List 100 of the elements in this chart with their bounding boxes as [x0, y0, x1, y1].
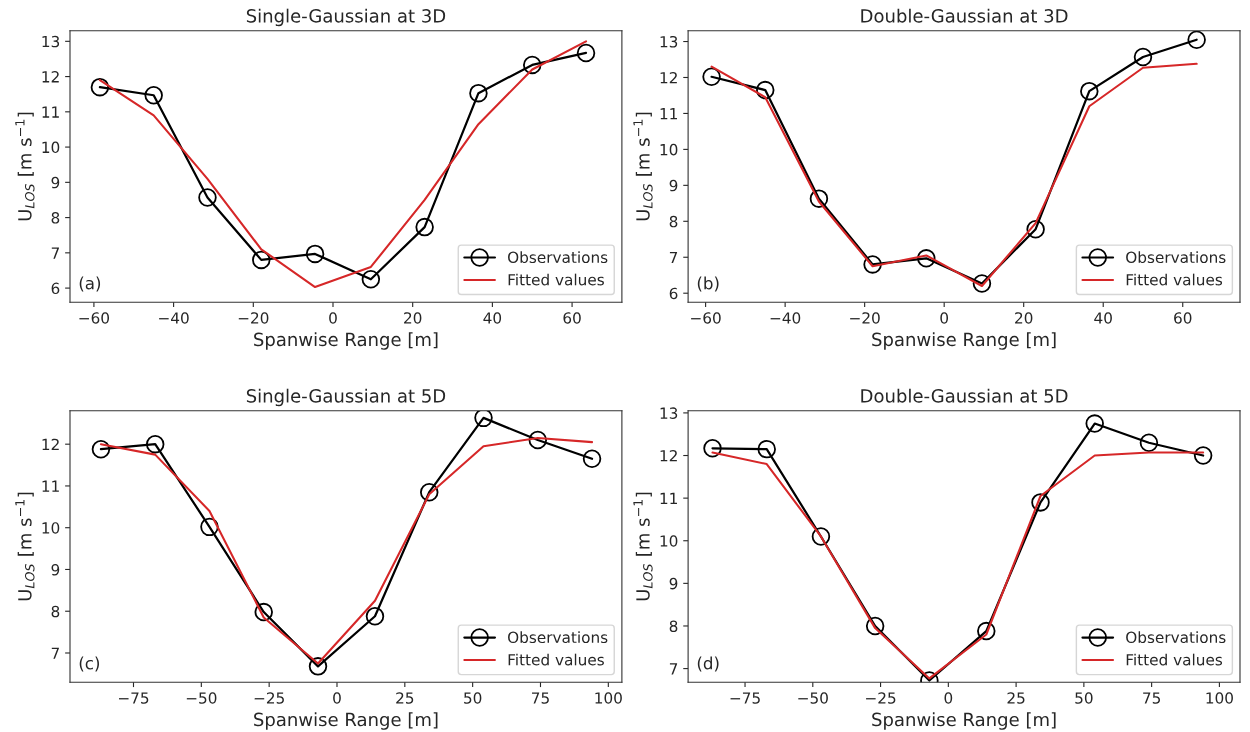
annotation: (c) — [79, 656, 100, 672]
point — [1080, 81, 1099, 101]
annotation: (b) — [697, 276, 719, 292]
y-tick-label: 8 — [51, 605, 60, 618]
point — [1026, 219, 1045, 239]
x-tick-label: 100 — [1206, 692, 1233, 704]
point — [469, 83, 488, 103]
point — [305, 244, 325, 264]
x-axis-title: Spanwise Range [m] — [254, 712, 438, 730]
point — [1139, 433, 1159, 452]
y-tick-label: 11 — [42, 480, 59, 492]
legend-label: Fitted values — [508, 653, 604, 666]
x-tick-label: 0 — [944, 692, 953, 704]
legend-label: Observations — [1126, 251, 1226, 264]
point — [865, 616, 885, 636]
y-tick-label: 13 — [42, 35, 60, 48]
y-tick-label: 11 — [660, 492, 677, 504]
point — [917, 249, 936, 268]
point — [522, 55, 542, 75]
x-axis-title: Spanwise Range [m] — [254, 332, 438, 350]
point — [474, 410, 493, 428]
point — [863, 255, 882, 274]
x-tick-label: −25 — [866, 692, 896, 704]
point — [145, 434, 165, 454]
chart-title: Double-Gaussian at 5D — [861, 388, 1068, 403]
y-axis-title: U$_{LOS}$ [m s$^{−1}$] — [633, 112, 653, 221]
x-tick-label: 0 — [940, 312, 949, 324]
point — [198, 188, 217, 207]
y-tick-label: 11 — [660, 108, 677, 120]
legend-label: Fitted values — [1126, 653, 1223, 666]
y-tick-label: 8 — [51, 212, 60, 224]
y-tick-label: 8 — [669, 620, 678, 632]
x-tick-label: −50 — [186, 692, 217, 704]
annotation: (d) — [697, 656, 719, 672]
x-tick-label: 60 — [563, 312, 581, 324]
point — [200, 517, 219, 537]
x-tick-label: 75 — [1143, 692, 1161, 704]
chart-title: Double-Gaussian at 3D — [861, 8, 1068, 23]
y-tick-label: 13 — [660, 36, 678, 48]
point — [528, 430, 548, 450]
y-tick-label: 10 — [42, 141, 60, 154]
y-tick-label: 12 — [42, 438, 59, 450]
point — [1187, 30, 1206, 49]
y-tick-label: 7 — [669, 251, 678, 264]
point — [811, 527, 831, 546]
y-tick-label: 12 — [660, 449, 677, 462]
point — [365, 607, 385, 626]
x-tick-label: −75 — [118, 692, 149, 704]
point — [1193, 446, 1213, 465]
y-tick-label: 9 — [51, 176, 60, 189]
x-tick-label: 75 — [532, 692, 549, 704]
x-tick-label: 20 — [404, 312, 422, 324]
point — [977, 621, 996, 641]
y-axis-title: U$_{LOS}$ [m s$^{−1}$] — [633, 492, 653, 601]
legend-label: Observations — [508, 631, 608, 644]
x-tick-label: 0 — [333, 692, 341, 704]
x-tick-label: 50 — [464, 692, 482, 704]
point — [1133, 47, 1153, 67]
y-tick-label: 12 — [660, 71, 677, 84]
point — [361, 270, 381, 289]
point — [757, 439, 776, 459]
legend-label: Fitted values — [1126, 273, 1223, 286]
legend-label: Observations — [1126, 631, 1226, 644]
x-tick-label: −20 — [238, 312, 269, 324]
x-tick-label: −60 — [691, 312, 721, 324]
y-axis-title: U$_{LOS}$ [m s$^{−1}$] — [15, 112, 35, 221]
point — [91, 439, 111, 459]
y-tick-label: 10 — [660, 143, 678, 156]
y-tick-label: 8 — [669, 215, 678, 228]
annotation: (a) — [79, 276, 101, 292]
point — [252, 250, 271, 270]
x-tick-label: 0 — [329, 312, 337, 324]
y-tick-label: 10 — [42, 522, 60, 534]
x-tick-label: 40 — [483, 312, 502, 324]
y-tick-label: 13 — [660, 407, 678, 419]
point — [582, 449, 602, 469]
y-tick-label: 11 — [42, 106, 59, 118]
point — [144, 86, 163, 105]
point — [1031, 493, 1050, 512]
y-axis-title: U$_{LOS}$ [m s$^{−1}$] — [15, 492, 35, 601]
y-tick-label: 7 — [669, 663, 678, 675]
legend-label: Observations — [508, 251, 608, 264]
point — [703, 439, 722, 458]
x-tick-label: 50 — [1075, 692, 1093, 704]
y-tick-label: 10 — [660, 535, 678, 547]
point — [254, 602, 273, 622]
point — [756, 80, 775, 100]
x-tick-label: −60 — [79, 312, 110, 324]
x-tick-label: 25 — [396, 692, 414, 704]
point — [415, 217, 434, 237]
y-tick-label: 6 — [669, 287, 678, 300]
x-tick-label: 60 — [1174, 312, 1192, 324]
y-tick-label: 12 — [42, 71, 59, 83]
x-tick-label: 40 — [1094, 312, 1112, 324]
x-tick-label: −50 — [798, 692, 828, 704]
x-tick-label: −20 — [850, 312, 880, 324]
x-tick-label: 25 — [1007, 692, 1025, 704]
point — [576, 43, 596, 63]
y-tick-label: 7 — [51, 647, 59, 659]
chart-title: Single-Gaussian at 5D — [246, 388, 446, 407]
